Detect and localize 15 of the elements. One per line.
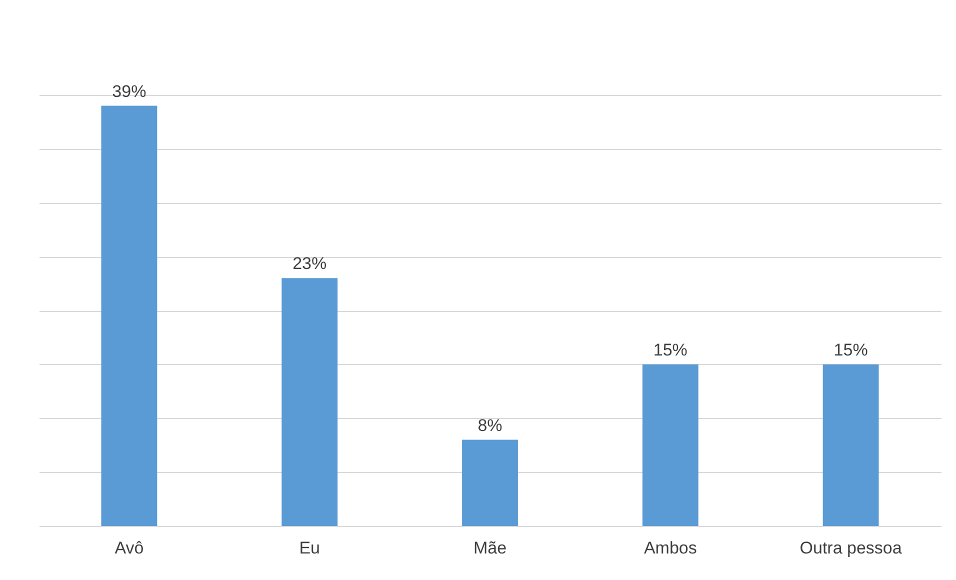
x-tick-label: Outra pessoa [800,538,902,558]
data-label: 39% [112,82,146,101]
bar [462,440,518,526]
x-tick-label: Avô [114,538,144,558]
bar [282,278,338,526]
data-label: 8% [478,416,502,435]
x-tick-label: Ambos [644,538,697,558]
bar [822,364,879,526]
bar [101,106,158,526]
data-label: 15% [834,340,868,360]
data-label: 23% [292,254,327,274]
bar [642,364,698,526]
x-tick-label: Eu [299,538,320,558]
data-label: 15% [653,340,688,360]
x-tick-label: Mãe [473,538,507,558]
